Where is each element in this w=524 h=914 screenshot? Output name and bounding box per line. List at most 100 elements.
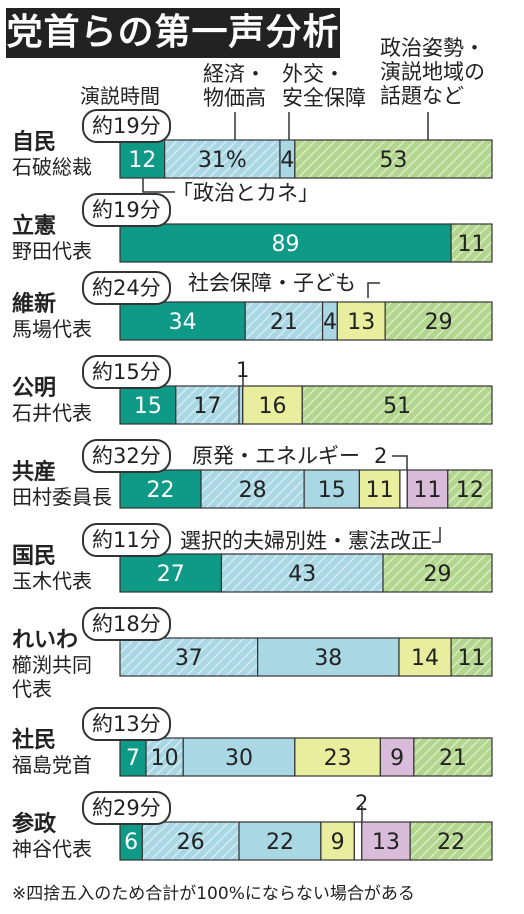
bar-label-維新-3: 13 <box>347 310 375 335</box>
bar-label-れいわ-2: 14 <box>411 646 439 671</box>
bar-segment-社民-4 <box>379 737 415 777</box>
speech-time-badge: 約15分 <box>82 355 171 389</box>
money-callout-line <box>142 178 175 193</box>
bar-label-公明-3: 16 <box>259 394 287 419</box>
leader-name: 櫛渕共同 代表 <box>12 653 92 701</box>
header-politics: 政治姿勢・ 演説地域の 話題など <box>380 36 485 108</box>
party-name: 自民 <box>12 130 57 155</box>
party-name: 維新 <box>12 292 57 317</box>
bar-segment-参政-2 <box>238 821 322 861</box>
leader-name: 馬場代表 <box>12 317 92 341</box>
bar-label-共産-3: 11 <box>366 478 394 503</box>
bar-label-共産-2: 15 <box>318 478 346 503</box>
bar-segment-維新-0 <box>119 301 246 341</box>
speech-time-badge: 約19分 <box>82 109 171 143</box>
bar-segment-社民-5 <box>413 737 493 777</box>
bar-segment-共産-1 <box>200 469 305 509</box>
bar-label-共産-5: 11 <box>414 478 442 503</box>
party-name: れいわ <box>12 628 79 653</box>
bar-segment-維新-1 <box>244 301 324 341</box>
bar-segment-維新-4 <box>384 301 493 341</box>
bar-label-社民-4: 9 <box>390 746 404 771</box>
speech-time-badge: 約11分 <box>82 523 171 557</box>
bar-label-公明-1: 17 <box>193 394 221 419</box>
leader-name: 玉木代表 <box>12 569 92 593</box>
bar-segment-共産-5 <box>406 469 449 509</box>
bar-label-自民-0: 12 <box>128 148 156 173</box>
bar-label-立憲-0: 89 <box>272 232 300 257</box>
bar-segment-立憲-1 <box>450 223 493 263</box>
bar-label-参政-6: 22 <box>437 830 465 855</box>
party-name: 社民 <box>12 728 57 753</box>
leader-name: 福島党首 <box>12 753 92 777</box>
bar-label-立憲-1: 11 <box>458 232 486 257</box>
party-name: 参政 <box>12 812 57 837</box>
bar-segment-立憲-0 <box>119 223 452 263</box>
bar-label-自民-2: 4 <box>280 148 294 173</box>
callout-money: 「政治とカネ」 <box>172 181 319 205</box>
bar-label-共産-1: 28 <box>239 478 267 503</box>
bar-label-国民-1: 43 <box>288 562 316 587</box>
speech-time-badge: 約13分 <box>82 707 171 741</box>
bar-label-社民-1: 10 <box>151 746 179 771</box>
callout-energy: 原発・エネルギー <box>192 444 360 468</box>
party-name: 公明 <box>12 376 57 401</box>
bar-label-社民-3: 23 <box>324 746 352 771</box>
callout-one: 1 <box>236 358 250 382</box>
bar-segment-参政-1 <box>141 821 240 861</box>
bar-segment-れいわ-2 <box>398 637 452 677</box>
bar-label-社民-2: 30 <box>225 746 253 771</box>
bar-label-れいわ-1: 38 <box>314 646 342 671</box>
bar-segment-社民-1 <box>145 737 184 777</box>
bar-label-維新-0: 34 <box>169 310 197 335</box>
bar-label-参政-1: 26 <box>177 830 205 855</box>
header-diplomacy: 外交・ 安全保障 <box>282 62 366 110</box>
bar-label-維新-1: 21 <box>270 310 298 335</box>
bar-segment-共産-4 <box>399 469 408 509</box>
bar-label-維新-2: 4 <box>323 310 337 335</box>
bar-label-参政-3: 9 <box>331 830 345 855</box>
bar-label-国民-2: 29 <box>424 562 452 587</box>
surname-callout-line <box>432 527 441 543</box>
leader-name: 石破総裁 <box>12 155 92 179</box>
bar-label-社民-0: 7 <box>126 746 140 771</box>
bar-segment-れいわ-3 <box>450 637 493 677</box>
speech-time-badge: 約19分 <box>82 193 171 227</box>
leader-name: 野田代表 <box>12 239 92 263</box>
bar-label-社民-5: 21 <box>439 746 467 771</box>
bar-label-れいわ-0: 37 <box>175 646 203 671</box>
party-name: 立憲 <box>12 214 57 239</box>
bar-label-公明-4: 51 <box>383 394 411 419</box>
bar-label-れいわ-3: 11 <box>458 646 486 671</box>
chart-title: 党首らの第一声分析 <box>6 8 340 58</box>
bar-label-参政-5: 13 <box>372 830 400 855</box>
speech-time-badge: 約18分 <box>82 607 171 641</box>
bar-segment-参政-6 <box>409 821 493 861</box>
party-name: 国民 <box>12 544 57 569</box>
leader-name: 田村委員長 <box>12 485 112 509</box>
bar-segment-参政-4 <box>353 821 363 861</box>
callout-surname: 選択的夫婦別姓・憲法改正 <box>180 529 432 553</box>
bar-label-共産-6: 12 <box>456 478 484 503</box>
leader-name: 神谷代表 <box>12 837 92 861</box>
footnote: ※四捨五入のため合計が100%にならない場合がある <box>12 884 415 904</box>
bar-label-共産-0: 22 <box>147 478 175 503</box>
bar-segment-参政-5 <box>361 821 411 861</box>
speech-time-badge: 約29分 <box>82 791 171 825</box>
party-name: 共産 <box>12 460 57 485</box>
bar-segment-自民-1 <box>164 139 281 179</box>
bar-label-参政-2: 22 <box>266 830 294 855</box>
bar-segment-自民-3 <box>294 139 493 179</box>
bar-segment-共産-6 <box>447 469 493 509</box>
welfare-callout-line <box>367 282 380 298</box>
header-economy: 経済・ 物価高 <box>203 62 266 110</box>
speech-time-badge: 約32分 <box>82 439 171 473</box>
callout-two-sansei: 2 <box>355 791 369 815</box>
bar-segment-社民-3 <box>294 737 381 777</box>
bar-label-公明-0: 15 <box>134 394 162 419</box>
callout-two-kyosan: 2 <box>374 444 388 468</box>
bar-segment-公明-4 <box>301 385 493 425</box>
bar-segment-公明-3 <box>242 385 303 425</box>
bar-segment-国民-0 <box>119 553 223 593</box>
